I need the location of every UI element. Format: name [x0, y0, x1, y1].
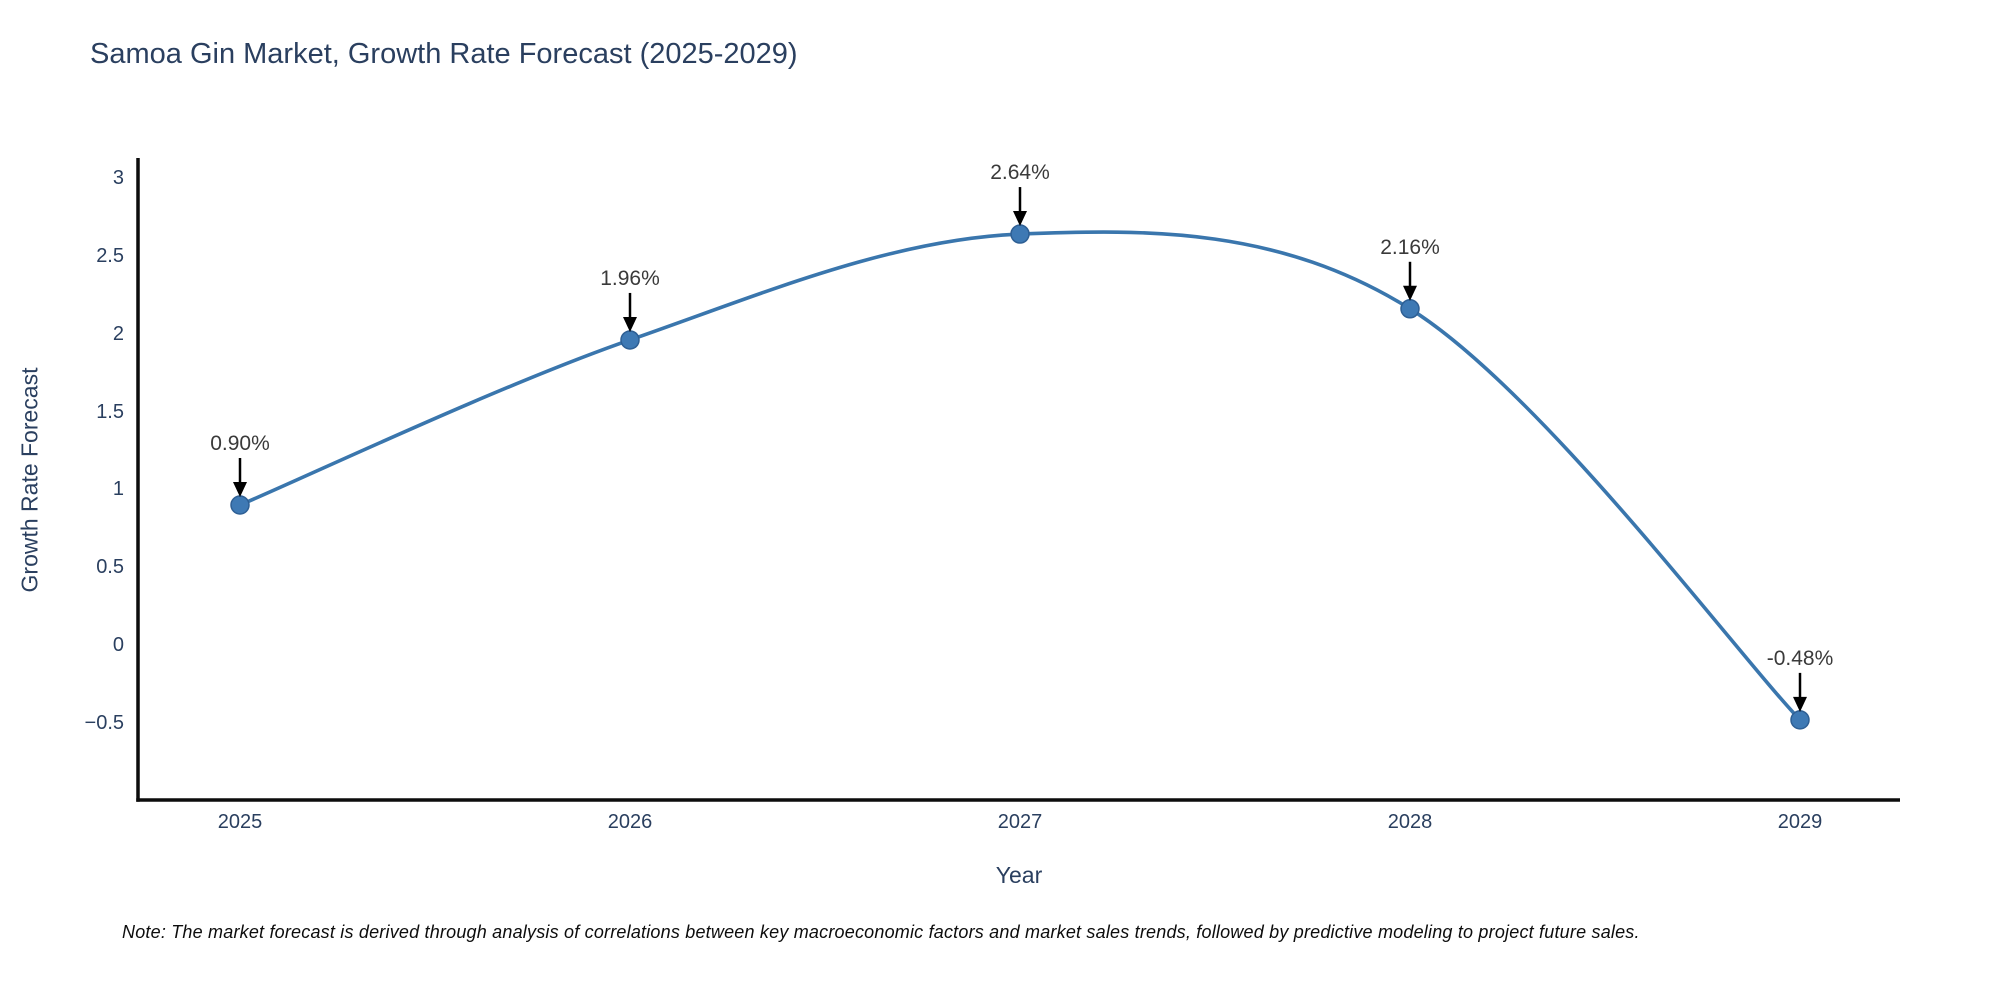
data-point-marker	[1400, 299, 1420, 319]
x-tick-label: 2029	[1777, 811, 1823, 833]
y-tick-label: 2.5	[96, 244, 124, 267]
data-point-marker	[1010, 224, 1030, 244]
annotation-arrowhead	[623, 316, 637, 332]
data-point-label: 0.90%	[210, 431, 270, 455]
y-tick-label: 1.5	[96, 400, 124, 423]
chart-title: Samoa Gin Market, Growth Rate Forecast (…	[90, 38, 798, 70]
annotation-arrowhead	[1013, 211, 1027, 227]
data-point-label: 1.96%	[600, 266, 660, 290]
data-point-label: 2.64%	[990, 161, 1050, 185]
y-tick-label: 2	[112, 322, 124, 345]
data-point-label: -0.48%	[1766, 646, 1834, 670]
y-tick-label: −0.5	[84, 711, 124, 734]
data-point-marker	[230, 495, 250, 515]
y-tick-label: 0	[112, 634, 124, 657]
data-point-marker	[620, 330, 640, 350]
annotation-arrowhead	[233, 481, 247, 497]
x-tick-label: 2026	[607, 811, 653, 833]
y-tick-label: 1	[112, 478, 124, 501]
y-tick-label: 0.5	[96, 556, 124, 579]
x-tick-label: 2025	[217, 811, 263, 833]
x-tick-label: 2027	[997, 811, 1043, 833]
y-tick-label: 3	[112, 167, 124, 189]
footnote: Note: The market forecast is derived thr…	[122, 922, 1640, 942]
data-point-marker	[1790, 710, 1810, 730]
x-tick-label: 2028	[1387, 811, 1433, 833]
annotation-arrowhead	[1793, 696, 1807, 712]
trend-line	[239, 230, 1802, 722]
data-point-label: 2.16%	[1380, 235, 1440, 259]
annotation-arrowhead	[1403, 285, 1417, 301]
x-axis-title: Year	[995, 862, 1043, 888]
